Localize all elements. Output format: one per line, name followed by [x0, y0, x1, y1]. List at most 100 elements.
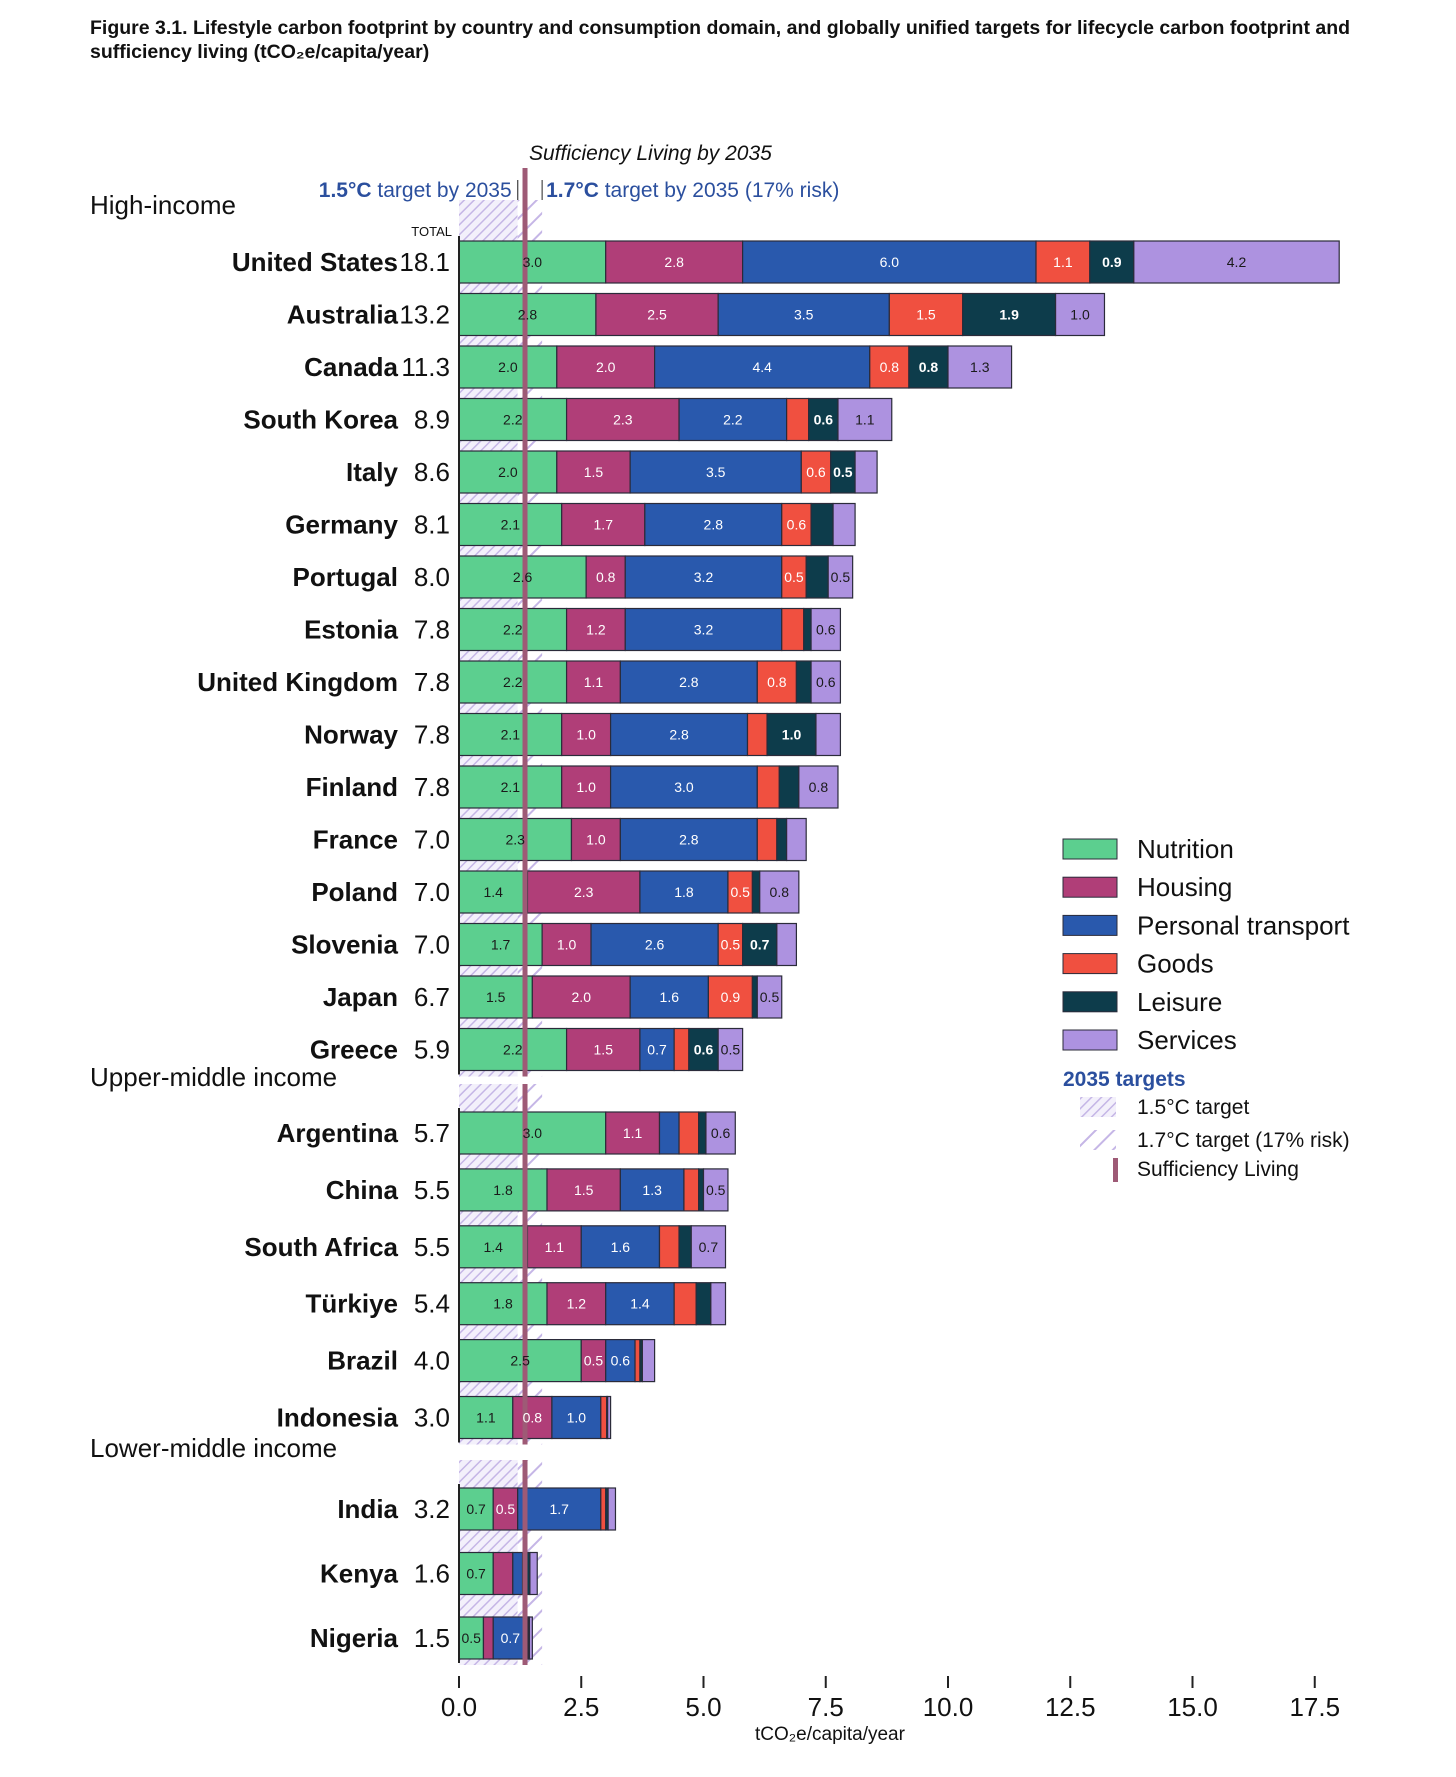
bar-segment-nutrition [458, 870, 529, 914]
bar-segment-personal-transport [624, 607, 783, 652]
legend-targets-heading: 2035 targets [1063, 1068, 1186, 1091]
bar-segment-housing [605, 1111, 661, 1155]
bar-segment-goods [707, 975, 754, 1019]
x-tick-label: 7.5 [808, 1692, 844, 1722]
total-value: 8.9 [414, 405, 450, 435]
target-1-7-annotation: 1.7°C target by 2035 (17% risk) [546, 179, 839, 202]
bar-segment-goods [746, 712, 768, 757]
total-value: 11.3 [401, 352, 450, 382]
country-label: Brazil [327, 1346, 398, 1376]
data-label: 0.5 [784, 569, 804, 585]
bar-segment-services [827, 555, 854, 599]
total-value: 1.5 [414, 1623, 450, 1653]
bar-segment-leisure [695, 1282, 712, 1326]
total-value: 3.2 [414, 1494, 450, 1524]
bar-segment-personal-transport [644, 502, 783, 547]
data-label: 1.1 [476, 1410, 496, 1426]
bar-segment-housing [595, 292, 719, 337]
data-label: 1.4 [483, 1239, 503, 1255]
data-label: 3.0 [674, 779, 694, 795]
data-label: 0.7 [699, 1239, 719, 1255]
data-label: 1.0 [576, 779, 596, 795]
data-label: 2.2 [503, 674, 523, 690]
figure-title: Figure 3.1. Lifestyle carbon footprint b… [90, 17, 1351, 64]
bar-segment-services [710, 1282, 727, 1326]
country-label: Japan [323, 982, 398, 1012]
bar-segment-housing [585, 555, 626, 599]
bar-segment-nutrition [458, 975, 533, 1019]
data-label: 1.0 [557, 937, 577, 953]
data-label: 0.5 [721, 937, 741, 953]
data-label: 4.2 [1227, 254, 1247, 270]
bar-segment-leisure [776, 817, 788, 862]
data-label: 0.7 [501, 1630, 521, 1646]
x-tick-label: 12.5 [1045, 1692, 1096, 1722]
data-label: 1.8 [493, 1296, 513, 1312]
data-label: 2.1 [501, 779, 521, 795]
bar-segment-leisure [803, 607, 812, 652]
country-label: United States [232, 247, 398, 277]
data-label: 0.5 [760, 989, 780, 1005]
data-label: 1.2 [586, 622, 606, 638]
target-1-5-annotation: 1.5°C target by 2035 [319, 179, 512, 202]
bar-segment-services [690, 1225, 727, 1269]
bar-segment-personal-transport [629, 975, 709, 1019]
total-value: 5.9 [414, 1035, 450, 1065]
data-label: 1.0 [782, 727, 802, 743]
bar-segment-personal-transport [629, 450, 802, 494]
group-heading: Lower-middle income [90, 1433, 337, 1463]
data-label: 0.8 [770, 884, 790, 900]
data-label: 1.0 [576, 727, 596, 743]
legend-label: Services [1137, 1025, 1237, 1055]
data-label: 1.6 [611, 1239, 631, 1255]
bar-segment-nutrition [458, 1225, 529, 1269]
data-label: 1.0 [586, 832, 606, 848]
bar-segment-personal-transport [717, 292, 890, 337]
data-label: 2.1 [501, 727, 521, 743]
legend-label: Housing [1137, 872, 1232, 902]
data-label: 2.0 [498, 359, 518, 375]
data-label: 1.1 [623, 1125, 643, 1141]
bar-segment-leisure [751, 870, 761, 914]
data-label: 2.8 [669, 727, 689, 743]
total-value: 7.8 [414, 720, 450, 750]
country-label: Australia [287, 300, 399, 330]
data-label: 1.1 [1053, 254, 1073, 270]
legend-swatch [1062, 953, 1118, 975]
bar-segment-services [702, 1168, 729, 1212]
bar-segment-leisure [778, 765, 800, 809]
country-label: Nigeria [310, 1623, 399, 1653]
country-label: Norway [304, 720, 398, 750]
bar-segment-leisure [808, 397, 839, 442]
bar-segment-goods [658, 1225, 680, 1269]
bar-segment-nutrition [458, 1395, 514, 1440]
bar-segment-personal-transport [653, 345, 871, 389]
bar-segment-goods [756, 765, 780, 809]
legend-swatch [1062, 991, 1118, 1013]
data-label: 2.2 [503, 622, 523, 638]
bar-segment-personal-transport [590, 922, 719, 967]
x-tick-label: 5.0 [685, 1692, 721, 1722]
bar-segment-services [810, 660, 842, 704]
bar-segment-nutrition [458, 660, 568, 704]
data-label: 2.8 [518, 307, 538, 323]
bar-segment-housing [546, 1168, 621, 1212]
bar-segment-personal-transport [609, 712, 749, 757]
data-label: 1.5 [916, 307, 936, 323]
total-value: 5.4 [414, 1289, 450, 1319]
bar-segment-services [947, 345, 1013, 389]
bar-segment-goods [634, 1338, 641, 1383]
data-label: 2.2 [503, 412, 523, 428]
bar-segment-leisure [795, 660, 812, 704]
data-label: 0.9 [1102, 254, 1122, 270]
bar-segment-personal-transport [580, 1225, 661, 1269]
bar-segment-goods [673, 1282, 697, 1326]
bar-segment-housing [482, 1616, 494, 1660]
total-value: 5.5 [414, 1232, 450, 1262]
country-label: Slovenia [291, 930, 398, 960]
country-label: Portugal [293, 562, 398, 592]
bar-segment-nutrition [458, 817, 573, 862]
data-label: 1.4 [483, 884, 503, 900]
bar-segment-services [717, 1027, 744, 1072]
bar-segment-leisure [830, 450, 856, 494]
